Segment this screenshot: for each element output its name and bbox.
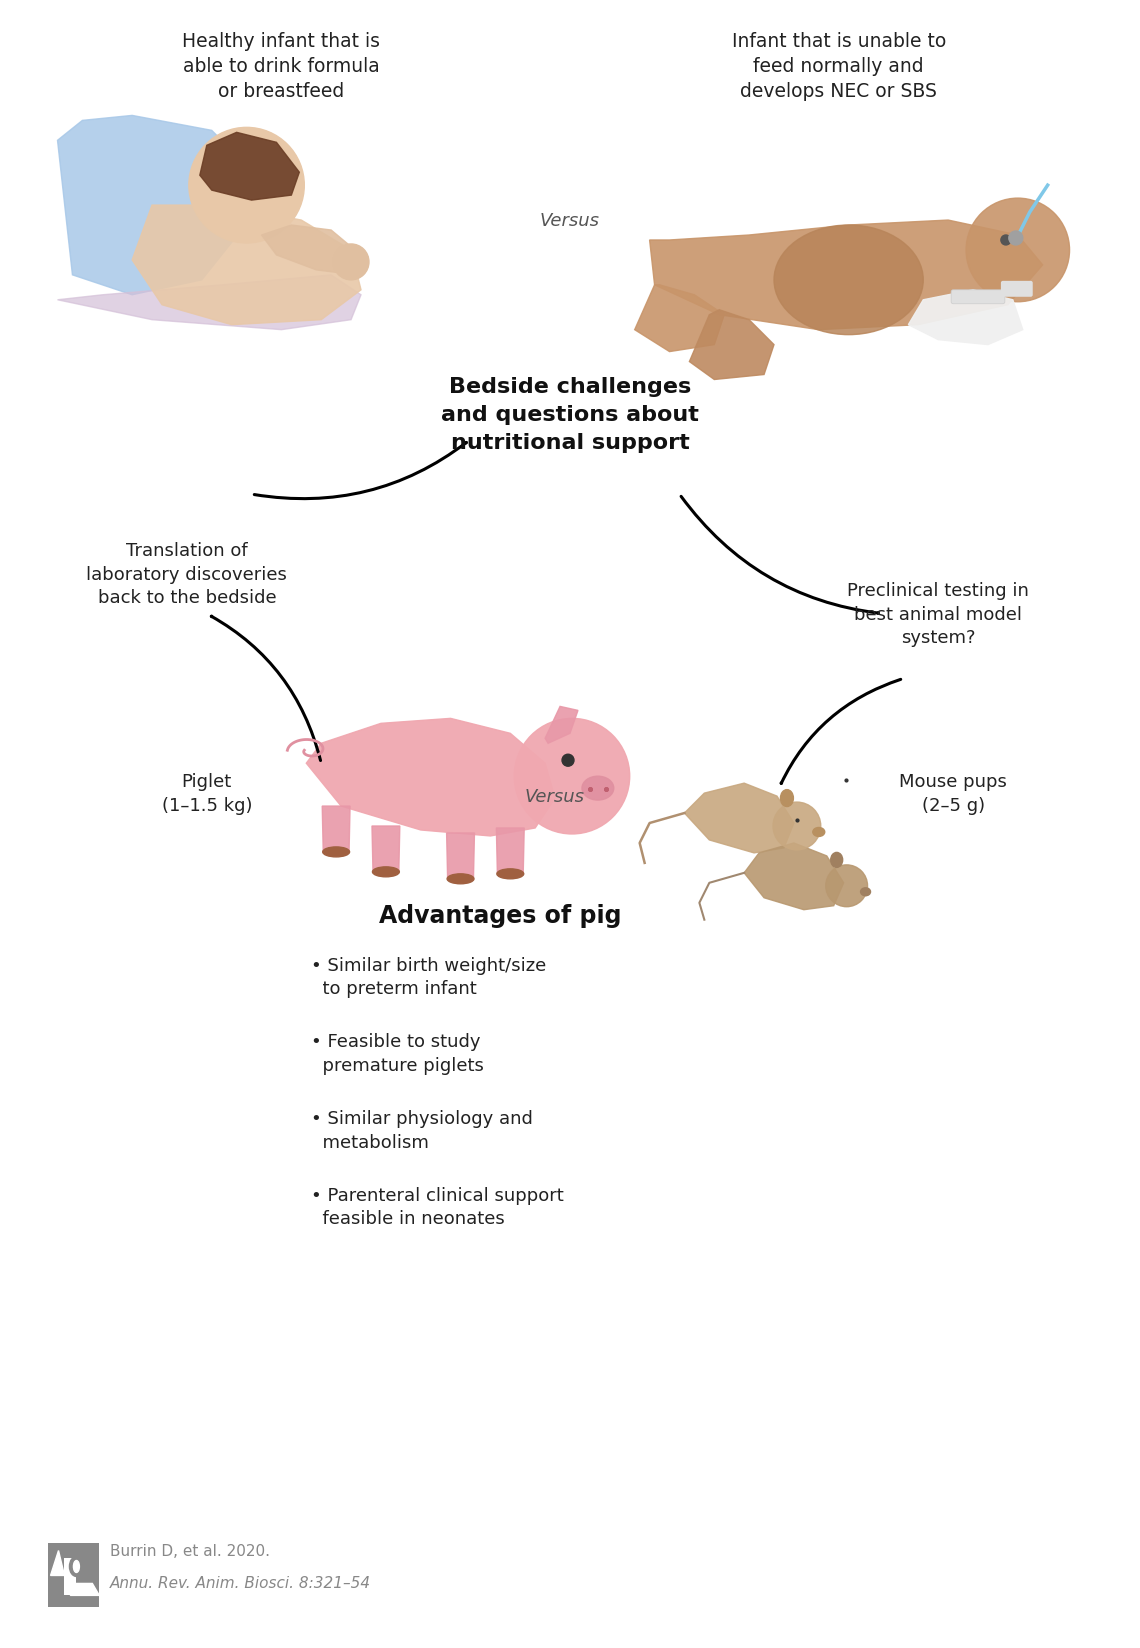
Polygon shape xyxy=(909,290,1023,346)
Ellipse shape xyxy=(774,226,923,336)
FancyArrowPatch shape xyxy=(254,443,466,499)
Polygon shape xyxy=(200,133,300,201)
Ellipse shape xyxy=(70,1557,83,1577)
Polygon shape xyxy=(496,829,524,873)
Polygon shape xyxy=(307,719,555,837)
Circle shape xyxy=(562,755,573,766)
Text: Preclinical testing in
best animal model
system?: Preclinical testing in best animal model… xyxy=(847,582,1029,648)
Polygon shape xyxy=(132,206,361,326)
Polygon shape xyxy=(650,221,1043,331)
Ellipse shape xyxy=(831,854,842,868)
Circle shape xyxy=(966,199,1069,303)
Text: Translation of
laboratory discoveries
back to the bedside: Translation of laboratory discoveries ba… xyxy=(87,542,287,606)
FancyBboxPatch shape xyxy=(48,1543,99,1607)
Circle shape xyxy=(189,129,304,244)
FancyBboxPatch shape xyxy=(951,290,1004,305)
Circle shape xyxy=(773,803,821,850)
Text: • Parenteral clinical support
  feasible in neonates: • Parenteral clinical support feasible i… xyxy=(311,1187,564,1228)
Polygon shape xyxy=(372,827,400,872)
Text: • Feasible to study
  premature piglets: • Feasible to study premature piglets xyxy=(311,1033,484,1074)
Polygon shape xyxy=(261,226,361,275)
Ellipse shape xyxy=(861,888,871,897)
Circle shape xyxy=(825,865,868,906)
Polygon shape xyxy=(635,285,724,353)
Ellipse shape xyxy=(373,867,399,877)
Ellipse shape xyxy=(581,776,613,801)
Text: Versus: Versus xyxy=(540,213,600,231)
Ellipse shape xyxy=(813,827,824,837)
Text: Piglet
(1–1.5 kg): Piglet (1–1.5 kg) xyxy=(162,773,252,814)
Circle shape xyxy=(1001,236,1011,246)
Polygon shape xyxy=(744,844,844,910)
Text: • Similar birth weight/size
  to preterm infant: • Similar birth weight/size to preterm i… xyxy=(311,956,546,997)
Ellipse shape xyxy=(497,868,523,880)
Text: Bedside challenges
and questions about
nutritional support: Bedside challenges and questions about n… xyxy=(441,377,699,453)
Ellipse shape xyxy=(73,1561,80,1572)
Text: Annu. Rev. Anim. Biosci. 8:321–54: Annu. Rev. Anim. Biosci. 8:321–54 xyxy=(111,1575,372,1590)
Polygon shape xyxy=(684,784,793,854)
Polygon shape xyxy=(545,707,578,743)
FancyArrowPatch shape xyxy=(681,498,878,615)
Ellipse shape xyxy=(323,847,350,857)
Text: • Similar physiology and
  metabolism: • Similar physiology and metabolism xyxy=(311,1109,534,1150)
Text: Healthy infant that is
able to drink formula
or breastfeed: Healthy infant that is able to drink for… xyxy=(182,31,381,101)
Polygon shape xyxy=(57,117,252,295)
Text: Burrin D, et al. 2020.: Burrin D, et al. 2020. xyxy=(111,1543,270,1557)
Text: Versus: Versus xyxy=(526,788,585,806)
FancyBboxPatch shape xyxy=(1001,282,1033,298)
FancyBboxPatch shape xyxy=(65,1557,76,1595)
Polygon shape xyxy=(50,1551,65,1575)
Ellipse shape xyxy=(447,875,474,885)
Ellipse shape xyxy=(781,789,793,808)
Circle shape xyxy=(333,246,369,280)
Text: Mouse pups
(2–5 g): Mouse pups (2–5 g) xyxy=(899,773,1007,814)
FancyArrowPatch shape xyxy=(211,616,320,761)
Text: Advantages of pig: Advantages of pig xyxy=(380,903,621,928)
Polygon shape xyxy=(57,275,361,331)
Polygon shape xyxy=(71,1584,99,1595)
Circle shape xyxy=(1009,232,1023,246)
Circle shape xyxy=(514,719,629,834)
Polygon shape xyxy=(690,310,774,381)
Text: Infant that is unable to
feed normally and
develops NEC or SBS: Infant that is unable to feed normally a… xyxy=(732,31,946,101)
Polygon shape xyxy=(323,806,350,852)
FancyArrowPatch shape xyxy=(781,681,901,784)
Polygon shape xyxy=(447,834,474,878)
